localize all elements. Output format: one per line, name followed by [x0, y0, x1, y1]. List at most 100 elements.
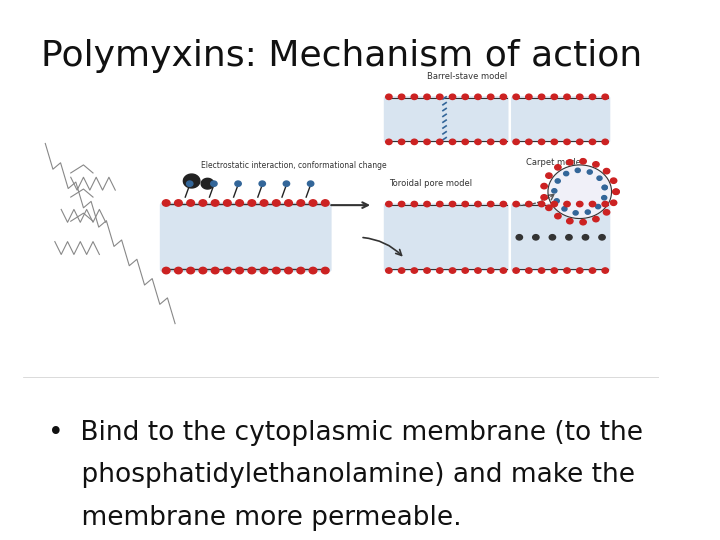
Circle shape: [575, 168, 580, 172]
Circle shape: [564, 94, 570, 99]
Circle shape: [297, 267, 305, 274]
Circle shape: [589, 268, 595, 273]
FancyBboxPatch shape: [511, 96, 611, 143]
Circle shape: [398, 139, 405, 145]
Circle shape: [462, 94, 469, 99]
Circle shape: [539, 201, 545, 207]
Circle shape: [186, 200, 194, 206]
Circle shape: [603, 168, 610, 174]
Circle shape: [577, 268, 583, 273]
Text: Carpet model: Carpet model: [526, 158, 583, 167]
Circle shape: [449, 268, 456, 273]
Circle shape: [462, 268, 469, 273]
Circle shape: [554, 199, 559, 203]
Circle shape: [582, 234, 589, 240]
Circle shape: [588, 170, 593, 174]
Circle shape: [552, 188, 557, 193]
Circle shape: [474, 94, 481, 99]
Circle shape: [487, 268, 494, 273]
Circle shape: [474, 139, 481, 145]
Circle shape: [424, 268, 431, 273]
Circle shape: [487, 139, 494, 145]
Circle shape: [577, 201, 583, 207]
Circle shape: [411, 139, 418, 145]
Circle shape: [551, 268, 557, 273]
Circle shape: [539, 139, 545, 145]
Circle shape: [546, 205, 552, 211]
Text: phosphatidylethanolamine) and make the: phosphatidylethanolamine) and make the: [48, 462, 636, 489]
Circle shape: [449, 94, 456, 99]
Circle shape: [599, 234, 606, 240]
Circle shape: [436, 201, 443, 207]
Circle shape: [566, 234, 572, 240]
Circle shape: [398, 201, 405, 207]
Circle shape: [589, 139, 595, 145]
Circle shape: [564, 268, 570, 273]
Circle shape: [513, 268, 519, 273]
Circle shape: [551, 201, 557, 207]
Circle shape: [487, 94, 494, 99]
Circle shape: [211, 267, 219, 274]
Circle shape: [462, 139, 469, 145]
FancyBboxPatch shape: [384, 96, 508, 143]
Circle shape: [539, 268, 545, 273]
Circle shape: [577, 94, 583, 99]
Circle shape: [500, 201, 507, 207]
Circle shape: [474, 268, 481, 273]
Circle shape: [589, 94, 595, 99]
Circle shape: [564, 171, 569, 176]
Circle shape: [386, 201, 392, 207]
Circle shape: [162, 267, 170, 274]
Circle shape: [549, 234, 556, 240]
Circle shape: [411, 94, 418, 99]
Circle shape: [602, 94, 608, 99]
Circle shape: [223, 200, 231, 206]
Circle shape: [449, 139, 456, 145]
Circle shape: [526, 94, 532, 99]
Circle shape: [513, 94, 519, 99]
Circle shape: [500, 268, 507, 273]
Circle shape: [593, 161, 599, 167]
Text: Polymyxins: Mechanism of action: Polymyxins: Mechanism of action: [40, 39, 642, 73]
Text: Barrel-stave model: Barrel-stave model: [427, 72, 508, 81]
Circle shape: [272, 267, 280, 274]
Circle shape: [321, 200, 329, 206]
Circle shape: [580, 159, 586, 164]
Circle shape: [567, 160, 573, 165]
Circle shape: [272, 200, 280, 206]
Circle shape: [602, 185, 607, 190]
Circle shape: [513, 139, 519, 145]
Circle shape: [248, 267, 256, 274]
Polygon shape: [548, 165, 611, 219]
Circle shape: [555, 179, 560, 183]
Circle shape: [260, 200, 268, 206]
Circle shape: [597, 176, 602, 180]
Circle shape: [580, 219, 586, 225]
Circle shape: [259, 181, 266, 186]
Circle shape: [174, 200, 182, 206]
Circle shape: [235, 200, 243, 206]
Circle shape: [613, 189, 619, 194]
Circle shape: [593, 217, 599, 222]
FancyBboxPatch shape: [160, 202, 332, 272]
Circle shape: [411, 201, 418, 207]
Circle shape: [602, 139, 608, 145]
FancyBboxPatch shape: [511, 204, 611, 271]
Circle shape: [602, 195, 607, 200]
Circle shape: [513, 201, 519, 207]
Circle shape: [186, 181, 193, 186]
Circle shape: [589, 201, 595, 207]
Circle shape: [533, 234, 539, 240]
Circle shape: [551, 94, 557, 99]
Circle shape: [541, 194, 547, 200]
Circle shape: [567, 219, 573, 224]
Circle shape: [436, 139, 443, 145]
Circle shape: [526, 268, 532, 273]
Circle shape: [564, 139, 570, 145]
Circle shape: [398, 268, 405, 273]
Circle shape: [283, 181, 289, 186]
Circle shape: [424, 201, 431, 207]
Circle shape: [595, 205, 600, 209]
Text: Electrostatic interaction, conformational change: Electrostatic interaction, conformationa…: [201, 161, 387, 170]
Text: membrane more permeable.: membrane more permeable.: [48, 505, 462, 531]
